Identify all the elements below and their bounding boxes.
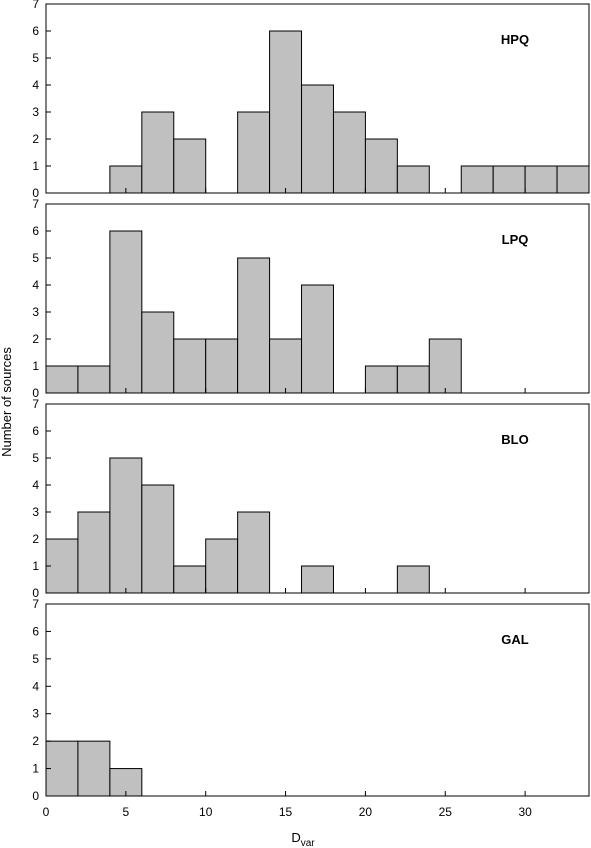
- panel-frame: [45, 603, 590, 797]
- panel-label: LPQ: [502, 232, 529, 247]
- histogram-bar: [364, 138, 398, 194]
- histogram-bar: [492, 165, 526, 194]
- y-tick-label: 7: [32, 0, 39, 11]
- panel-blo: 0 1 2 3 4 5 6 7 BLO: [32, 397, 590, 600]
- histogram-bar: [45, 740, 79, 797]
- y-tick-label: 3: [32, 105, 39, 119]
- x-axis-label-subscript: var: [301, 838, 316, 848]
- histogram-bar: [237, 511, 271, 594]
- histogram-bar: [109, 457, 143, 594]
- panel-frame: [45, 403, 590, 594]
- y-tick-label: 6: [32, 24, 39, 38]
- histogram-bar: [141, 311, 175, 394]
- histogram-bar: [173, 338, 207, 394]
- y-tick-label: 0: [32, 386, 39, 400]
- x-tick-label: 30: [518, 805, 532, 819]
- y-tick-label: 5: [32, 652, 39, 666]
- histogram-bar: [332, 111, 366, 194]
- y-tick-label: 5: [32, 251, 39, 265]
- y-tick-label: 6: [32, 624, 39, 638]
- y-tick-label: 7: [32, 397, 39, 411]
- x-tick-label: 10: [199, 805, 213, 819]
- histogram-bar: [396, 365, 430, 394]
- x-axis: 0 5 10 15 20 25 30: [43, 805, 532, 819]
- histogram-bar: [77, 511, 111, 594]
- panels: 0 1 2 3 4 5 6 7 HPQ 0 1 2 3 4 5 6 7 LPQ 0 1 2 3 4 5 6 7 BLO 0 1 2 3 4 5 6…: [32, 0, 590, 803]
- x-tick-label: 0: [43, 805, 50, 819]
- x-tick-label: 20: [359, 805, 373, 819]
- y-tick-label: 3: [32, 505, 39, 519]
- panel-frame: [45, 203, 590, 394]
- y-tick-label: 2: [32, 332, 39, 346]
- x-tick-label: 15: [279, 805, 293, 819]
- histogram-bar: [364, 365, 398, 394]
- x-tick-label: 5: [123, 805, 130, 819]
- y-tick-label: 7: [32, 197, 39, 211]
- x-axis-label-main: D: [291, 830, 300, 845]
- histogram-bar: [396, 565, 430, 594]
- y-tick-label: 6: [32, 424, 39, 438]
- histogram-bar: [237, 257, 271, 394]
- histogram-bar: [173, 565, 207, 594]
- histogram-bar: [524, 165, 558, 194]
- y-tick-label: 4: [32, 679, 39, 693]
- y-tick-label: 2: [32, 132, 39, 146]
- y-tick-label: 2: [32, 532, 39, 546]
- y-tick-label: 6: [32, 224, 39, 238]
- histogram-bar: [141, 484, 175, 594]
- y-tick-label: 5: [32, 51, 39, 65]
- y-tick-label: 0: [32, 186, 39, 200]
- y-tick-label: 0: [32, 586, 39, 600]
- histogram-bar: [269, 30, 303, 194]
- x-axis-label: Dvar: [291, 830, 315, 848]
- histogram-bar: [205, 338, 239, 394]
- histogram-bar: [45, 365, 79, 394]
- histogram-bar: [173, 138, 207, 194]
- histogram-bar: [428, 338, 462, 394]
- panel-hpq: 0 1 2 3 4 5 6 7 HPQ: [32, 0, 590, 200]
- panel-lpq: 0 1 2 3 4 5 6 7 LPQ: [32, 197, 590, 400]
- y-tick-label: 4: [32, 78, 39, 92]
- y-tick-label: 1: [32, 559, 39, 573]
- panel-label: BLO: [501, 432, 528, 447]
- histogram-bar: [109, 230, 143, 394]
- histogram-bar: [205, 538, 239, 594]
- histogram-bar: [77, 365, 111, 394]
- panel-gal: 0 1 2 3 4 5 6 7 GAL: [32, 597, 590, 803]
- y-tick-label: 4: [32, 278, 39, 292]
- panel-frame: [45, 3, 590, 194]
- panel-label: HPQ: [501, 32, 529, 47]
- histogram-bar: [269, 338, 303, 394]
- histogram-bar: [141, 111, 175, 194]
- histogram-bar: [301, 84, 334, 194]
- y-tick-label: 3: [32, 305, 39, 319]
- histogram-bar: [396, 165, 430, 194]
- y-tick-label: 5: [32, 451, 39, 465]
- y-axis-label: Number of sources: [0, 347, 14, 457]
- y-tick-label: 4: [32, 478, 39, 492]
- histogram-bar: [556, 165, 590, 194]
- panel-label: GAL: [501, 632, 529, 647]
- y-tick-label: 0: [32, 789, 39, 803]
- y-tick-label: 1: [32, 159, 39, 173]
- histogram-bar: [77, 740, 111, 797]
- histogram-bar: [301, 565, 334, 594]
- histogram-bar: [460, 165, 494, 194]
- y-tick-label: 7: [32, 597, 39, 611]
- histogram-bar: [237, 111, 271, 194]
- x-tick-label: 25: [439, 805, 453, 819]
- y-tick-label: 3: [32, 707, 39, 721]
- y-tick-label: 1: [32, 762, 39, 776]
- y-tick-label: 2: [32, 734, 39, 748]
- histogram-bar: [301, 284, 334, 394]
- y-tick-label: 1: [32, 359, 39, 373]
